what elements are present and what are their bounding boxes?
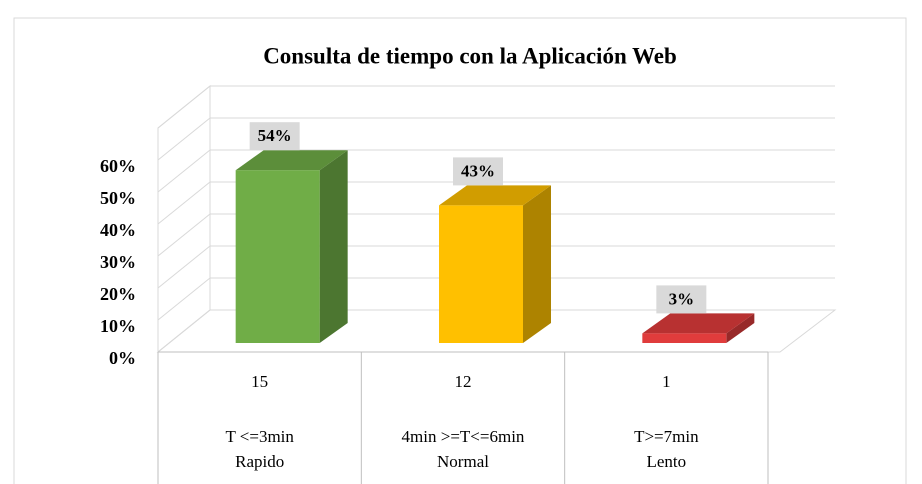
grid-line bbox=[157, 213, 211, 257]
grid-line bbox=[157, 245, 211, 289]
value-label: 54% bbox=[258, 126, 292, 145]
y-tick-label: 10% bbox=[100, 316, 136, 336]
value-label-box bbox=[453, 157, 503, 186]
y-tick-label: 60% bbox=[100, 156, 136, 176]
category-label: Normal bbox=[437, 452, 489, 471]
table-count: 15 bbox=[251, 372, 268, 391]
y-tick-label: 50% bbox=[100, 188, 136, 208]
y-tick-label: 20% bbox=[100, 284, 136, 304]
grid-line bbox=[157, 149, 211, 193]
value-label-box bbox=[249, 122, 300, 151]
value-label: 43% bbox=[461, 161, 495, 180]
bar-top bbox=[439, 185, 551, 206]
category-label: 4min >=T<=6min bbox=[402, 427, 525, 446]
y-tick-label: 0% bbox=[109, 348, 136, 368]
table-count: 1 bbox=[662, 372, 671, 391]
bar-top bbox=[642, 313, 755, 334]
category-label: Lento bbox=[647, 452, 687, 471]
table-count: 12 bbox=[455, 372, 472, 391]
category-label: Rapido bbox=[235, 452, 284, 471]
y-tick-label: 30% bbox=[100, 252, 136, 272]
grid-line bbox=[157, 181, 211, 225]
grid-line bbox=[157, 117, 211, 161]
grid-line bbox=[157, 309, 211, 353]
bar bbox=[642, 333, 727, 343]
y-tick-label: 40% bbox=[100, 220, 136, 240]
bar bbox=[235, 170, 320, 343]
bar-side bbox=[523, 185, 551, 343]
category-label: T>=7min bbox=[634, 427, 699, 446]
category-label: T <=3min bbox=[225, 427, 294, 446]
bar-side bbox=[726, 313, 755, 343]
value-label: 3% bbox=[669, 289, 695, 308]
chart-title: Consulta de tiempo con la Aplicación Web bbox=[263, 43, 677, 68]
bar bbox=[439, 205, 523, 343]
grid-line bbox=[157, 85, 211, 129]
bar-top bbox=[235, 150, 348, 171]
bar-side bbox=[319, 150, 348, 343]
value-label-box bbox=[656, 285, 707, 314]
grid-line bbox=[157, 277, 211, 321]
